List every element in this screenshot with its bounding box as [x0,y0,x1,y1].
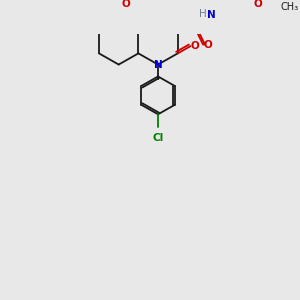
Text: Cl: Cl [152,133,164,143]
Text: N: N [154,59,163,70]
Text: N: N [207,10,215,20]
Text: O: O [190,41,199,51]
Text: O: O [122,0,130,9]
Text: H: H [199,9,206,19]
Text: O: O [204,40,212,50]
Text: O: O [253,0,262,9]
Text: CH₃: CH₃ [280,2,298,12]
